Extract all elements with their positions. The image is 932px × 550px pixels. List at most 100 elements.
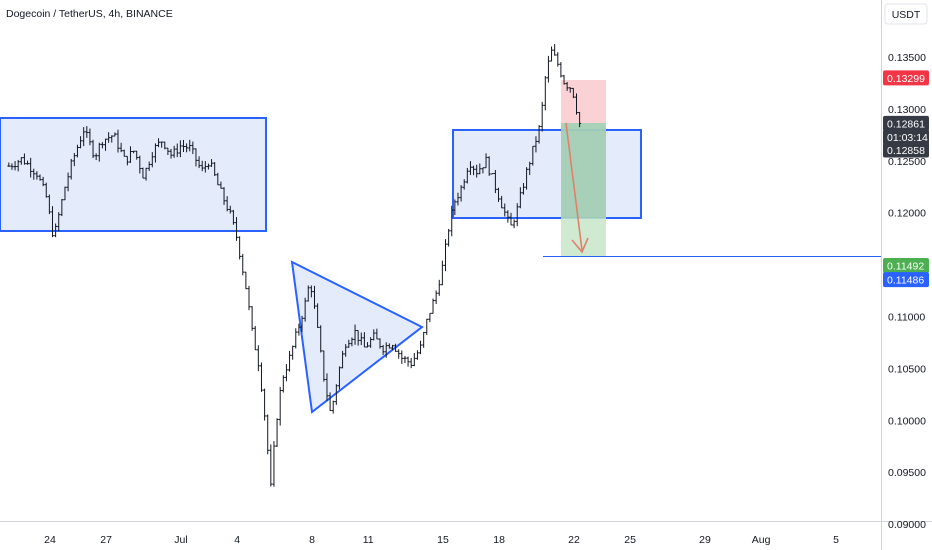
candle xyxy=(400,350,404,364)
candle xyxy=(213,162,217,177)
candle xyxy=(372,329,376,341)
candle xyxy=(200,160,204,172)
candle xyxy=(185,143,189,153)
time-tick-label: 8 xyxy=(309,534,315,546)
candle xyxy=(350,337,354,347)
time-tick-label: 29 xyxy=(699,534,711,546)
candle xyxy=(319,325,323,353)
candle xyxy=(493,169,497,194)
candle xyxy=(238,236,242,260)
currency-button-frame[interactable] xyxy=(884,3,928,25)
candle xyxy=(390,344,394,351)
price-tag-countdown: 01:03:14 xyxy=(883,129,929,145)
candle xyxy=(113,132,117,137)
candle xyxy=(306,285,310,302)
candle xyxy=(288,350,292,372)
stop-loss-zone[interactable] xyxy=(561,80,606,123)
candle xyxy=(44,182,48,198)
candle xyxy=(281,375,285,393)
candle xyxy=(565,81,569,91)
candle xyxy=(128,146,132,163)
price-tag-bg xyxy=(883,70,929,86)
candle xyxy=(387,343,391,349)
candle xyxy=(110,135,114,143)
candle xyxy=(406,356,410,367)
candle xyxy=(440,260,444,286)
candle xyxy=(291,345,295,360)
candle xyxy=(216,172,220,186)
candle xyxy=(422,331,426,348)
time-tick-label: 22 xyxy=(568,534,580,546)
candle xyxy=(57,212,61,232)
candle xyxy=(537,125,541,144)
projection-arrow[interactable] xyxy=(565,122,583,251)
candle xyxy=(546,55,550,83)
price-tag-last-price: 0.12861 xyxy=(883,115,929,131)
candle xyxy=(228,205,232,214)
candle xyxy=(104,138,108,151)
candle xyxy=(484,153,488,169)
candle xyxy=(415,350,419,360)
candle xyxy=(194,148,198,167)
time-tick-label: 4 xyxy=(234,534,240,546)
price-tick-label: 0.12500 xyxy=(888,156,926,168)
candle xyxy=(450,205,454,237)
candle xyxy=(144,167,148,181)
price-tag-label: 0.13299 xyxy=(887,73,925,85)
time-scale[interactable]: 24 27 Jul 4 8 11 15 18 22 25 29 Aug 5 xyxy=(44,534,839,546)
candle xyxy=(394,343,398,352)
candle xyxy=(571,87,575,99)
price-tick-label: 0.09500 xyxy=(888,467,926,479)
candle xyxy=(328,392,332,412)
candle xyxy=(434,290,438,304)
price-tag-bg xyxy=(883,115,929,131)
price-tick-label: 0.10500 xyxy=(888,363,926,375)
candles-layer xyxy=(7,43,582,487)
candle xyxy=(540,101,544,132)
candle xyxy=(518,187,522,209)
currency-label[interactable]: USDT xyxy=(892,9,921,21)
candle xyxy=(132,150,136,154)
range-zone-left[interactable] xyxy=(0,117,267,232)
candle xyxy=(459,185,463,202)
candle xyxy=(222,187,226,205)
candle xyxy=(475,164,479,178)
candle xyxy=(138,155,142,174)
candle xyxy=(465,167,469,184)
price-tag-bg xyxy=(883,129,929,145)
candle xyxy=(169,148,173,159)
candle xyxy=(163,141,167,150)
candle xyxy=(362,332,366,348)
candle xyxy=(316,303,320,328)
candle xyxy=(160,141,164,148)
candle xyxy=(521,183,525,195)
range-zone-right[interactable] xyxy=(452,129,642,219)
candle xyxy=(359,332,363,346)
candle xyxy=(490,172,494,175)
candle xyxy=(175,143,179,158)
candle xyxy=(26,160,30,165)
candle xyxy=(453,199,457,216)
candle xyxy=(147,161,151,171)
candle xyxy=(334,384,338,405)
candle xyxy=(437,279,441,296)
candle xyxy=(578,112,582,128)
candle xyxy=(419,340,423,355)
triangle-pattern[interactable] xyxy=(290,260,424,414)
price-scale[interactable]: 0.135000.130000.125000.120000.115000.110… xyxy=(888,52,926,531)
arrow-layer xyxy=(565,122,589,254)
price-tick-label: 0.13500 xyxy=(888,52,926,64)
candle xyxy=(135,150,139,160)
candle xyxy=(331,400,335,414)
candle xyxy=(284,364,288,382)
price-tag-bg xyxy=(883,272,929,288)
currency-button[interactable]: USDT xyxy=(884,3,928,25)
candle xyxy=(119,142,123,153)
price-tick-label: 0.10000 xyxy=(888,415,926,427)
candle xyxy=(150,152,154,168)
candle xyxy=(153,143,157,163)
candle xyxy=(500,195,504,209)
candle xyxy=(210,159,214,167)
candle xyxy=(79,136,83,149)
